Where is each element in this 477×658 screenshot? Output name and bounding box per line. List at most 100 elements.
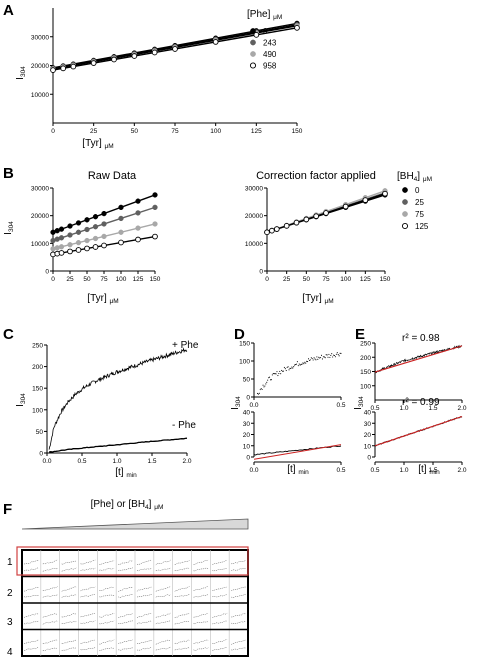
x-tick-label: 150 (380, 276, 391, 283)
data-point (84, 226, 90, 233)
x-tick-label: 75 (322, 276, 330, 283)
y-tick-label: 200 (360, 355, 371, 362)
y-tick-label: 0 (367, 455, 371, 462)
well-trace (42, 586, 58, 592)
y-tick-label: 30000 (31, 34, 49, 41)
data-point (329, 356, 331, 358)
data-point (75, 239, 82, 246)
x-tick-label: 50 (303, 276, 311, 283)
row-label-4: 4 (7, 647, 13, 658)
data-point (295, 363, 298, 365)
x-tick-label: 1.0 (399, 467, 408, 474)
x-tick-label: 75 (100, 276, 108, 283)
data-point (101, 210, 107, 217)
y-tick-label: 150 (360, 369, 371, 376)
well-trace (193, 613, 209, 618)
data-point (273, 226, 280, 232)
y-tick-label: 0 (39, 451, 43, 458)
x-tick-label: 50 (83, 276, 91, 283)
y-tick-label: 20000 (245, 213, 263, 220)
well-trace (23, 613, 39, 618)
data-point (70, 63, 77, 70)
well-trace (42, 559, 58, 565)
data-point (67, 232, 73, 238)
well-trace (174, 647, 190, 651)
data-point (101, 221, 107, 227)
well-trace (174, 567, 190, 572)
data-point (50, 67, 56, 73)
well-trace (42, 568, 58, 572)
data-point (287, 366, 289, 368)
data-point (314, 358, 316, 360)
data-point (342, 203, 349, 210)
well-trace (136, 613, 152, 619)
data-point (67, 248, 73, 255)
data-point (266, 381, 268, 383)
x-tick-label: 1.0 (399, 405, 408, 412)
well-trace (212, 647, 228, 651)
well-trace (99, 568, 115, 572)
data-point (275, 373, 277, 375)
panel-letter-e: E (355, 326, 365, 343)
well-trace (174, 586, 190, 592)
y-tick-label: 50 (243, 377, 251, 384)
data-point (268, 376, 271, 378)
plate-grid (21, 549, 249, 657)
data-point (324, 357, 326, 359)
data-point (172, 46, 178, 52)
data-point (92, 224, 99, 230)
data-point (294, 363, 297, 366)
panel-c-xlabel: [t] min (115, 467, 137, 479)
well-trace (61, 594, 77, 598)
data-point (301, 363, 303, 365)
data-point (269, 227, 275, 234)
data-point (256, 392, 259, 394)
fit-line (374, 415, 463, 447)
well-trace (136, 620, 152, 625)
panel-e-r2-top: r² = 0.98 (402, 333, 440, 344)
data-point (284, 368, 286, 370)
panel-b-right-title: Correction factor applied (256, 170, 376, 182)
data-point (263, 386, 265, 388)
well-trace (99, 647, 115, 652)
legend-label-958: 958 (263, 62, 277, 71)
data-point (118, 204, 124, 211)
data-point (135, 210, 141, 216)
panel-letter-c: C (3, 326, 14, 343)
x-tick-label: 150 (292, 128, 303, 135)
data-point (320, 354, 323, 356)
well-trace (136, 647, 152, 651)
data-point (288, 369, 290, 371)
x-tick-label: 100 (340, 276, 351, 283)
well-trace (193, 646, 209, 651)
y-tick-label: 40 (364, 410, 372, 417)
data-point (250, 28, 256, 34)
x-tick-label: 75 (171, 128, 179, 135)
data-point (111, 56, 117, 63)
data-point (325, 354, 327, 356)
x-tick-label: 1.5 (428, 405, 437, 412)
x-tick-label: 100 (210, 128, 221, 135)
panel-f-header: [Phe] or [BH4] μM (91, 499, 164, 511)
data-point (318, 356, 320, 358)
panel-e-ylabel: I304 (353, 396, 365, 410)
panel-d-ylabel: I304 (230, 396, 242, 410)
data-point (58, 226, 65, 232)
y-tick-label: 100 (360, 383, 371, 390)
data-point (250, 39, 256, 46)
legend-label-0: 0 (415, 186, 420, 195)
data-point (274, 373, 276, 375)
data-point (293, 366, 295, 368)
data-point (278, 373, 280, 375)
well-trace (231, 586, 247, 592)
well-trace (23, 567, 39, 572)
x-tick-label: 2.0 (457, 405, 466, 412)
data-point (277, 375, 279, 377)
well-trace (231, 560, 247, 565)
row-label-1: 1 (7, 557, 13, 568)
y-tick-label: 40 (243, 410, 251, 417)
well-trace (80, 559, 96, 565)
well-trace (80, 586, 96, 592)
data-point (75, 220, 82, 226)
panel-c-label-plus-phe: + Phe (172, 340, 199, 351)
